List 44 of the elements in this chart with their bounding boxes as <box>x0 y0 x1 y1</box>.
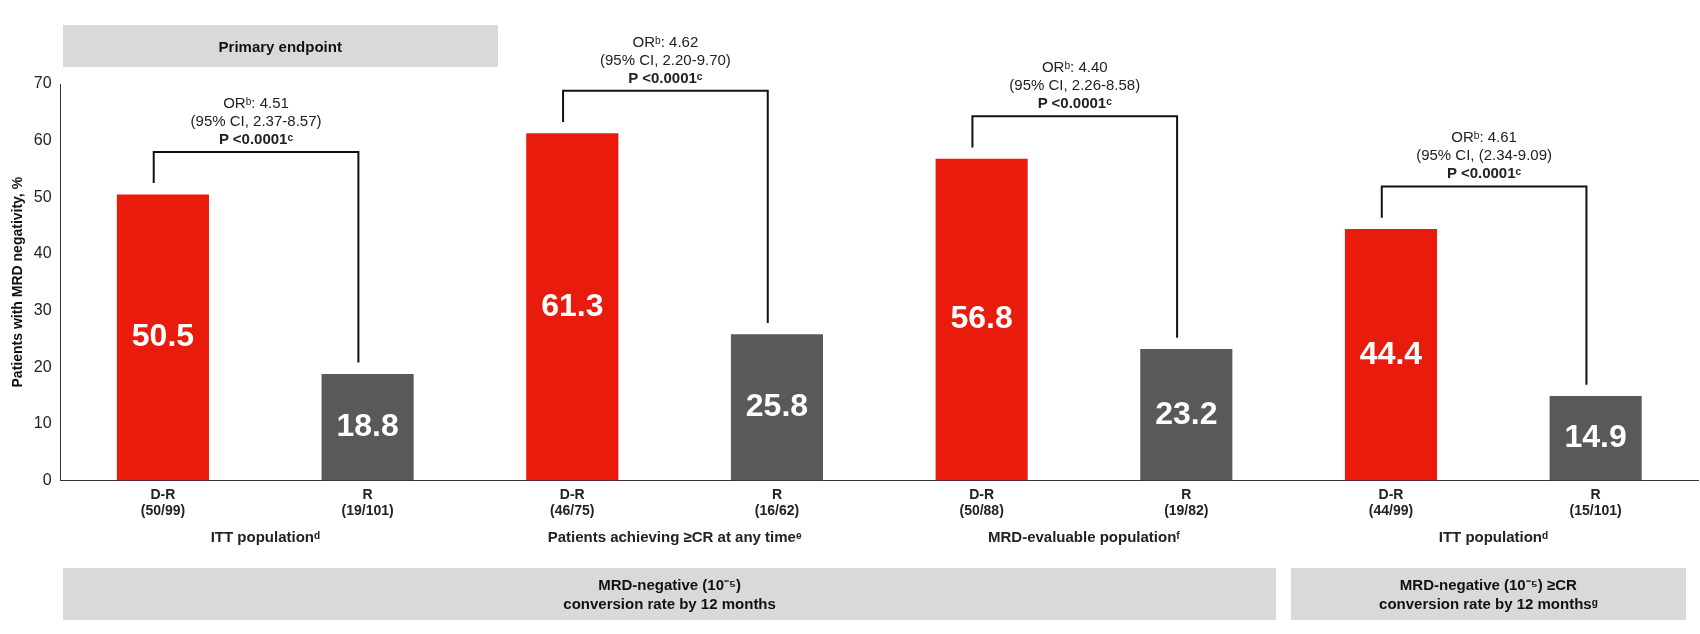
y-tick-label: 60 <box>33 131 52 149</box>
annotation: ORᵇ: 4.61 (95% CI, (2.34-9.09) P <0.0001ᶜ <box>1416 128 1553 183</box>
text: MRD-negative (10⁻⁵) ≥CR conversion rate by 12 monthsᵍ <box>1379 575 1598 614</box>
x-tick-label: D-R (50/99) <box>140 485 186 519</box>
x-tick-label: D-R (46/75) <box>550 485 595 519</box>
y-tick-label: 70 <box>33 74 52 92</box>
x-tick-label: R (19/101) <box>341 485 394 519</box>
bar <box>1140 349 1233 481</box>
x-tick-label: R (15/101) <box>1569 485 1622 519</box>
y-tick-label: 30 <box>33 300 52 318</box>
text: ITT populationᵈ <box>1438 528 1548 547</box>
data-label: 18.8 <box>336 407 399 443</box>
y-axis-title: Patients with MRD negativity, % <box>9 176 26 388</box>
text: MRD-evaluable populationᶠ <box>987 528 1180 547</box>
x-tick-label: D-R (50/88) <box>959 485 1004 519</box>
bar <box>730 334 824 481</box>
y-tick-label: 40 <box>33 244 52 262</box>
text: Patients achieving ≥CR at any timeᵉ <box>547 528 802 547</box>
text: MRD-negative (10⁻⁵) conversion rate by 12 months <box>563 575 776 614</box>
x-tick-label: R (16/62) <box>754 485 800 519</box>
y-tick-label: 50 <box>33 187 52 205</box>
annotation: ORᵇ: 4.40 (95% CI, 2.26-8.58) P <0.0001ᶜ <box>1009 58 1141 113</box>
x-tick-label: R (19/82) <box>1164 485 1209 519</box>
bar <box>935 158 1028 481</box>
data-label: 23.2 <box>1155 394 1218 431</box>
annotation: ORᵇ: 4.62 (95% CI, 2.20-9.70) P <0.0001ᶜ <box>599 32 731 87</box>
bar <box>1344 228 1438 481</box>
text: ITT populationᵈ <box>210 528 320 547</box>
y-tick-label: 10 <box>33 414 52 432</box>
bar <box>116 194 209 481</box>
text: Primary endpoint <box>218 36 342 56</box>
data-label: 61.3 <box>541 286 604 323</box>
y-tick-label: 20 <box>33 357 52 375</box>
data-label: 14.9 <box>1564 418 1627 455</box>
data-label: 50.5 <box>131 317 195 354</box>
y-tick-label: 0 <box>42 470 52 488</box>
x-tick-label: D-R (44/99) <box>1368 485 1414 519</box>
bar <box>321 373 414 481</box>
bar <box>1549 396 1642 481</box>
annotation: ORᵇ: 4.51 (95% CI, 2.37-8.57) P <0.0001ᶜ <box>190 93 322 148</box>
data-label: 56.8 <box>950 299 1013 336</box>
bar <box>526 133 619 481</box>
data-label: 44.4 <box>1359 334 1423 371</box>
data-label: 25.8 <box>745 387 809 424</box>
